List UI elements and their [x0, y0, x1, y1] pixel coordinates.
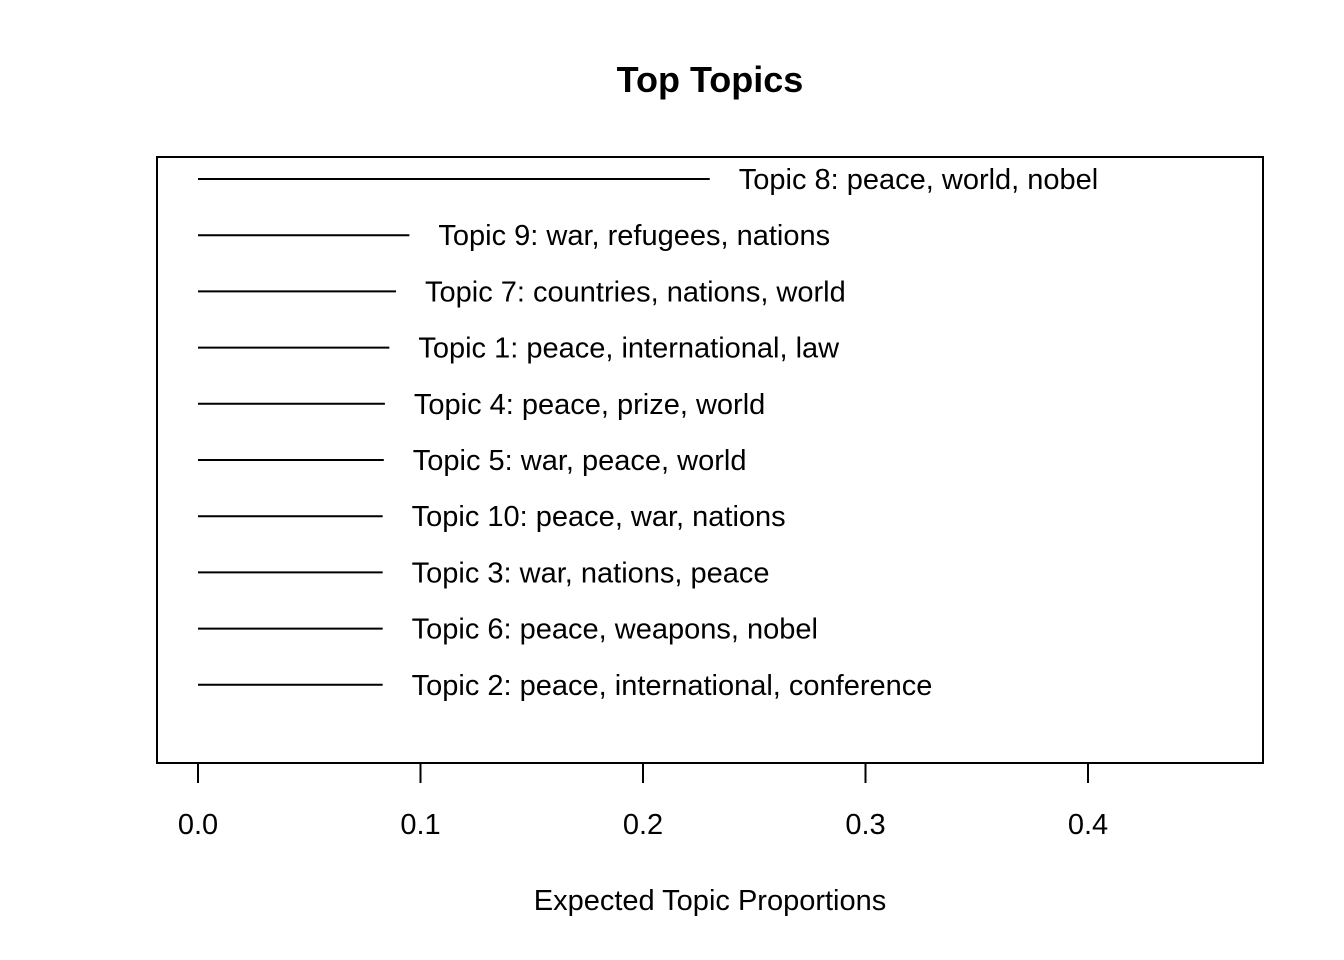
- bar-label: Topic 3: war, nations, peace: [412, 557, 770, 589]
- chart-title: Top Topics: [617, 59, 804, 100]
- x-tick-label: 0.4: [1068, 809, 1108, 841]
- bar-label: Topic 8: peace, world, nobel: [739, 164, 1099, 196]
- x-tick-label: 0.2: [623, 809, 663, 841]
- bar-label: Topic 7: countries, nations, world: [425, 276, 846, 308]
- x-tick-label: 0.1: [400, 809, 440, 841]
- bar-group: Topic 8: peace, world, nobel Topic 9: war…: [198, 164, 1098, 702]
- bar-label: Topic 6: peace, weapons, nobel: [412, 614, 818, 646]
- bar-label: Topic 9: war, refugees, nations: [438, 220, 830, 252]
- bar-label: Topic 1: peace, international, law: [418, 333, 840, 365]
- bar-label: Topic 10: peace, war, nations: [412, 501, 786, 533]
- x-axis-label: Expected Topic Proportions: [534, 885, 887, 917]
- bar-label: Topic 5: war, peace, world: [413, 445, 747, 477]
- x-tick-label: 0.3: [845, 809, 885, 841]
- bar-label: Topic 2: peace, international, conferenc…: [412, 670, 933, 702]
- x-axis: 0.0 0.1 0.2 0.3 0.4: [178, 762, 1108, 841]
- x-tick-label: 0.0: [178, 809, 218, 841]
- bar-label: Topic 4: peace, prize, world: [414, 389, 765, 421]
